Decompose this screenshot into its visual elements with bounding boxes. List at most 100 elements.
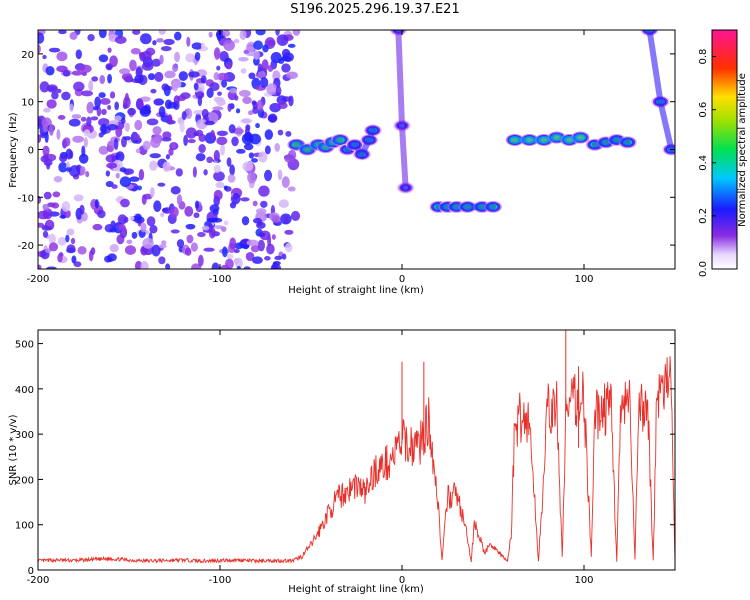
spectrogram-noise-blob <box>73 194 84 202</box>
spectrogram-noise-blob <box>194 200 200 209</box>
spectrogram-noise-blob <box>210 129 215 139</box>
spectrogram-noise-blob <box>186 234 194 244</box>
spectrogram-noise-blob <box>42 208 53 220</box>
spectrogram-noise-blob <box>98 54 109 63</box>
spectrogram-noise-blob <box>107 105 112 110</box>
spectrogram-noise-blob <box>176 194 183 206</box>
spectrogram-noise-blob <box>186 36 191 47</box>
spectrogram-noise-blob <box>71 70 83 76</box>
spectrogram-noise-blob <box>193 212 200 219</box>
spectrogram-noise-blob <box>161 207 169 213</box>
spectrogram-noise-blob <box>48 242 59 252</box>
spectrogram-noise-blob <box>138 169 145 181</box>
spectrogram-noise-blob <box>226 157 232 167</box>
spectrogram-noise-blob <box>127 107 137 116</box>
spectrogram-noise-blob <box>85 171 90 178</box>
spectrogram-noise-blob <box>139 105 151 117</box>
spectrogram-noise-blob <box>290 210 301 221</box>
spectrogram-noise-blob <box>226 253 234 260</box>
spectrogram-noise-blob <box>72 135 85 143</box>
spectrogram-track <box>293 136 344 153</box>
spectrogram-noise-blob <box>183 134 188 146</box>
spectrogram-noise-blob <box>42 54 47 60</box>
spectrogram-noise-blob <box>248 72 256 80</box>
spectrogram-noise-blob <box>191 42 203 50</box>
colorbar-tick-label: 0.6 <box>698 102 709 118</box>
spectrogram-noise-blob <box>101 108 107 116</box>
spectrogram-noise-blob <box>73 81 85 92</box>
spectrogram-noise-blob <box>185 127 197 139</box>
spectrogram-noise-blob <box>43 107 51 113</box>
spectrogram-noise-blob <box>255 30 266 36</box>
spectrogram-noise-blob <box>275 85 282 97</box>
spectrogram-noise-blob <box>105 180 114 188</box>
spectrogram-noise-blob <box>48 47 61 53</box>
spectrogram-noise-blob <box>69 31 78 40</box>
spectrogram-noise-blob <box>171 141 176 150</box>
spectrogram-track <box>591 136 631 148</box>
spectrogram-noise-blob <box>105 154 117 163</box>
spectrogram-noise-blob <box>79 166 86 176</box>
spectrogram-noise-blob <box>129 59 137 72</box>
spectrogram-x-tick-label: 0 <box>399 274 405 285</box>
spectrogram-noise-blob <box>252 200 258 207</box>
spectrogram-noise-blob <box>119 176 131 188</box>
spectrogram-feature <box>38 30 301 269</box>
spectrogram-noise-blob <box>201 108 209 119</box>
spectrogram-noise-blob <box>71 255 77 264</box>
spectrogram-noise-blob <box>278 199 289 208</box>
spectrogram-noise-blob <box>213 96 224 103</box>
spectrogram-noise-blob <box>170 186 181 195</box>
spectrogram-noise-blob <box>79 204 85 215</box>
spectrogram-noise-blob <box>220 226 227 232</box>
spectrogram-noise-blob <box>163 38 175 46</box>
spectrogram-noise-blob <box>201 225 210 231</box>
spectrogram-noise-blob <box>256 99 264 112</box>
spectrogram-noise-blob <box>90 116 99 121</box>
spectrogram-noise-blob <box>233 248 240 254</box>
spectrogram-noise-blob <box>66 244 76 253</box>
spectrogram-noise-blob <box>169 206 179 218</box>
spectrogram-noise-blob <box>71 114 82 119</box>
spectrogram-noise-blob <box>164 70 176 79</box>
spectrogram-noise-blob <box>191 263 202 269</box>
spectrogram-noise-blob <box>251 256 263 264</box>
spectrogram-noise-blob <box>267 113 278 123</box>
spectrogram-noise-blob <box>38 264 42 269</box>
spectrogram-noise-blob <box>174 31 182 41</box>
spectrogram-noise-blob <box>264 145 271 155</box>
spectrogram-noise-blob <box>193 82 199 91</box>
spectrogram-noise-blob <box>185 108 193 120</box>
spectrogram-noise-blob <box>124 245 136 255</box>
spectrogram-noise-blob <box>266 243 275 255</box>
spectrogram-noise-blob <box>56 51 68 62</box>
spectrogram-noise-blob <box>274 143 281 152</box>
spectrogram-noise-blob <box>213 47 221 60</box>
spectrogram-noise-blob <box>187 139 196 144</box>
spectrogram-noise-blob <box>172 63 179 73</box>
spectrogram-noise-blob <box>46 219 52 227</box>
spectrogram-noise-blob <box>185 223 196 230</box>
spectrogram-noise-blob <box>221 79 228 88</box>
snr-x-ticks: -200 -100 0 100 <box>27 330 594 586</box>
spectrogram-noise-blob <box>65 167 73 172</box>
spectrogram-noise-blob <box>98 145 109 155</box>
spectrogram-noise-blob <box>161 83 169 91</box>
spectrogram-noise-blob <box>129 176 140 182</box>
spectrogram-noise-blob <box>225 61 233 70</box>
spectrogram-feature <box>429 200 502 213</box>
spectrogram-noise-blob <box>288 95 294 107</box>
spectrogram-noise-blob <box>123 136 132 141</box>
spectrogram-feature <box>389 30 415 194</box>
spectrogram-noise-blob <box>83 137 88 148</box>
spectrogram-noise-blob <box>270 263 282 269</box>
snr-frame <box>37 329 676 571</box>
spectrogram-noise-blob <box>98 30 107 39</box>
spectrogram-noise-blob <box>197 231 206 238</box>
spectrogram-noise-blob <box>107 47 112 53</box>
snr-y-tick-label: 500 <box>15 340 34 351</box>
spectrogram-noise-blob <box>258 151 268 163</box>
spectrogram-noise-blob <box>248 152 255 159</box>
snr-y-label: SNR (10 * v/v) <box>8 414 19 485</box>
spectrogram-noise-blob <box>277 169 283 181</box>
